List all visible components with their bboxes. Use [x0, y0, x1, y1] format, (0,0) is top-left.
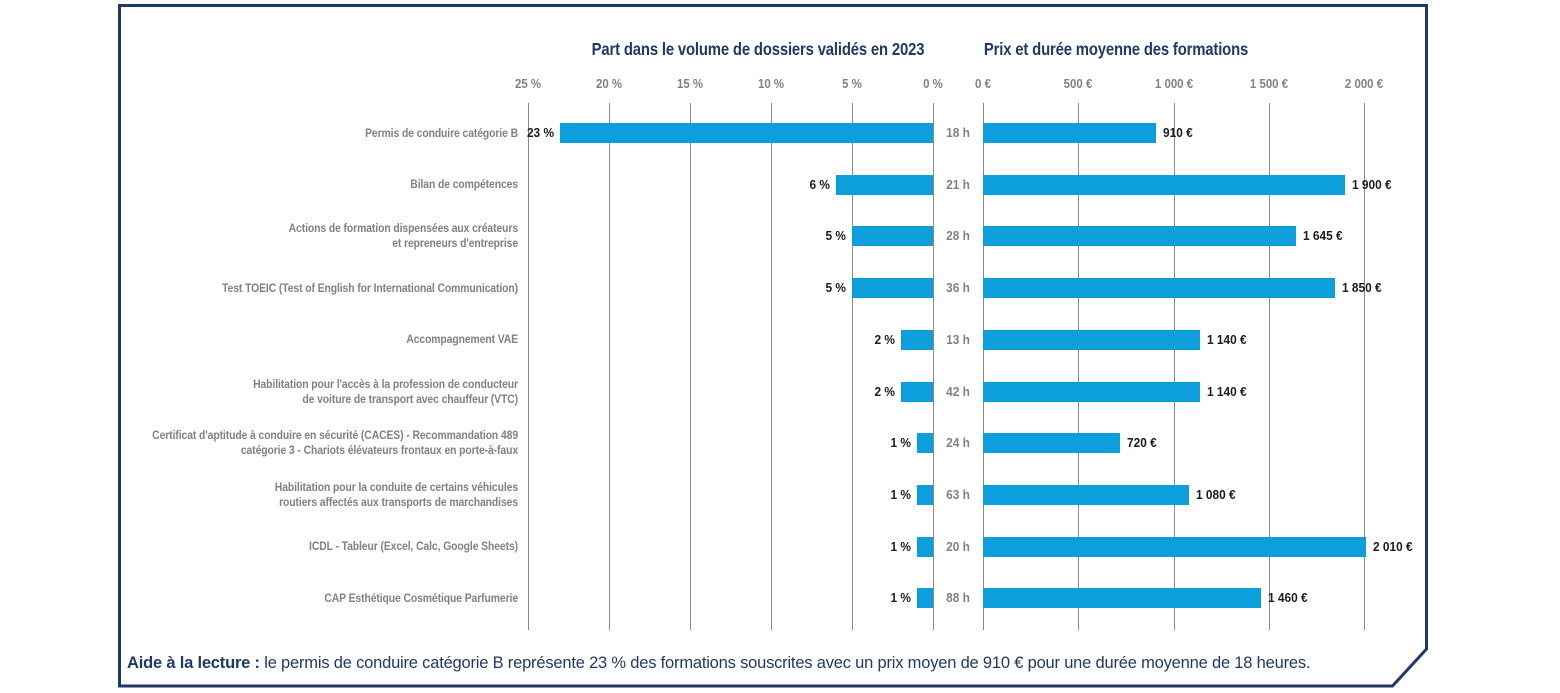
axis-gridline [771, 103, 772, 630]
duration-label: 24 h [946, 435, 970, 451]
price-value-label: 1 850 € [1342, 280, 1383, 296]
category-label: Test TOEIC (Test of English for Internat… [222, 280, 519, 295]
axis-tick-label: 1 500 € [1249, 76, 1288, 91]
reading-help-note: Aide à la lecture : le permis de conduir… [127, 651, 1389, 675]
share-bar [900, 381, 933, 402]
axis-tick-label: 25 % [514, 76, 542, 91]
axis-tick-label: 20 % [595, 76, 623, 91]
duration-label: 36 h [946, 280, 970, 296]
duration-label: 21 h [946, 176, 970, 192]
price-bar [983, 433, 1121, 454]
price-bar [983, 484, 1189, 505]
category-label: Habilitation pour l'accès à la professio… [253, 376, 518, 406]
share-bar [916, 536, 933, 557]
share-value-label: 1 % [890, 538, 911, 554]
category-label: CAP Esthétique Cosmétique Parfumerie [324, 590, 518, 605]
axis-tick-label: 10 % [757, 76, 785, 91]
axis-gridline [609, 103, 610, 630]
share-bar [835, 174, 933, 195]
category-label: Habilitation pour la conduite de certain… [274, 479, 518, 509]
price-value-label: 1 900 € [1351, 176, 1392, 192]
share-bar [560, 123, 933, 143]
share-value-label: 23 % [527, 125, 555, 140]
price-bar [983, 278, 1336, 299]
duration-label: 63 h [946, 486, 970, 502]
price-bar [983, 536, 1366, 557]
share-value-label: 5 % [825, 228, 846, 244]
duration-label: 42 h [946, 383, 970, 399]
axis-gridline [1173, 103, 1175, 630]
axis-gridline [528, 103, 529, 630]
axis-gridline [1364, 103, 1365, 630]
share-value-label: 2 % [874, 383, 895, 399]
price-bar [983, 588, 1262, 609]
axis-gridline [852, 103, 853, 630]
note-text: le permis de conduire catégorie B représ… [259, 654, 1311, 672]
category-label: Bilan de compétences [410, 177, 518, 192]
axis-gridline [1268, 103, 1270, 630]
price-value-label: 2 010 € [1372, 538, 1413, 554]
axis-gridline [690, 103, 691, 630]
axis-tick-label: 0 € [975, 76, 991, 91]
share-value-label: 6 % [809, 176, 830, 192]
axis-gridline [1078, 103, 1080, 630]
duration-label: 88 h [946, 590, 970, 606]
price-bar [983, 381, 1201, 402]
category-label: Accompagnement VAE [406, 332, 518, 347]
share-bar [916, 484, 933, 505]
axis-gridline [983, 103, 984, 630]
duration-label: 28 h [946, 228, 970, 244]
price-value-label: 1 140 € [1207, 331, 1247, 347]
duration-label: 18 h [946, 125, 970, 140]
share-value-label: 1 % [890, 590, 911, 606]
price-value-label: 1 140 € [1207, 383, 1247, 399]
price-bar [983, 226, 1297, 247]
share-bar [900, 329, 933, 350]
frame-outline [118, 4, 1428, 688]
axis-tick-label: 2 000 € [1344, 76, 1384, 91]
chart-title-right: Prix et durée moyenne des formations [983, 39, 1249, 59]
price-value-label: 720 € [1127, 435, 1157, 451]
axis-tick-label: 0 % [923, 76, 943, 91]
share-value-label: 5 % [825, 280, 846, 296]
share-bar [852, 278, 933, 299]
price-value-label: 1 460 € [1268, 590, 1308, 606]
share-bar [852, 226, 933, 247]
share-value-label: 1 % [890, 486, 911, 502]
price-bar [983, 174, 1345, 195]
category-label: Permis de conduire catégorie B [365, 125, 518, 140]
price-value-label: 1 080 € [1195, 486, 1236, 502]
chart-title-left: Part dans le volume de dossiers validés … [591, 39, 925, 59]
axis-tick-label: 1 000 € [1154, 76, 1193, 91]
duration-label: 13 h [946, 331, 970, 347]
category-label: Certificat d'aptitude à conduire en sécu… [152, 428, 518, 458]
share-bar [916, 433, 933, 454]
note-prefix: Aide à la lecture : [127, 654, 260, 672]
price-value-label: 910 € [1163, 125, 1194, 140]
axis-tick-label: 500 € [1063, 76, 1093, 91]
category-label: ICDL - Tableur (Excel, Calc, Google Shee… [309, 539, 518, 554]
share-value-label: 1 % [890, 435, 911, 451]
axis-tick-label: 5 % [842, 76, 862, 91]
price-bar [983, 329, 1201, 350]
price-value-label: 1 645 € [1303, 228, 1343, 244]
share-value-label: 2 % [874, 331, 895, 347]
axis-gridline [933, 103, 934, 630]
price-bar [983, 123, 1157, 143]
axis-tick-label: 15 % [676, 76, 704, 91]
category-label: Actions de formation dispensées aux créa… [288, 221, 518, 251]
share-bar [916, 588, 933, 609]
duration-label: 20 h [946, 538, 970, 554]
